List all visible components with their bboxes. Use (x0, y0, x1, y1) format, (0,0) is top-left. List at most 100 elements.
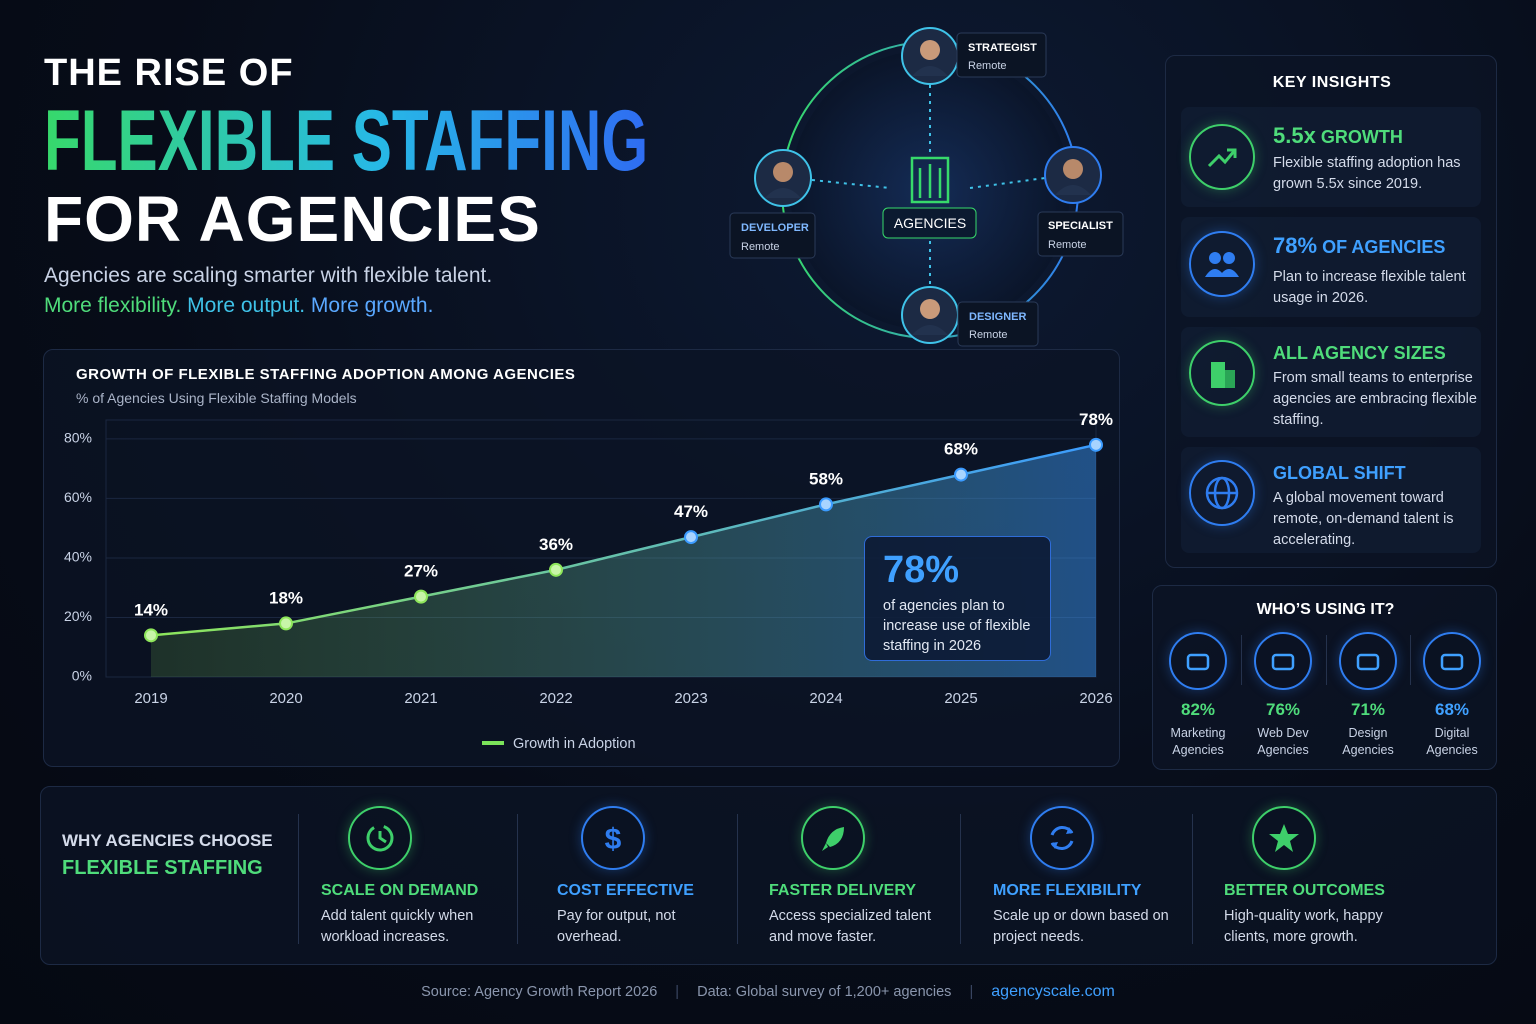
reason-title: MORE FLEXIBILITY (993, 882, 1142, 899)
separator (737, 814, 738, 944)
node-role: SPECIALIST (1048, 220, 1113, 232)
x-tick-label: 2023 (674, 690, 707, 707)
usage-percent: 82% (1180, 700, 1216, 719)
data-label: 27% (404, 562, 438, 581)
node-location: Remote (969, 329, 1008, 341)
reason-icon (348, 806, 412, 870)
data-label: 36% (539, 535, 573, 554)
x-tick-label: 2020 (269, 690, 302, 707)
separator (1325, 635, 1327, 685)
insight-text: From small teams to enterprise agencies … (1273, 370, 1477, 428)
reasons-title: WHY AGENCIES CHOOSE (62, 831, 273, 850)
insight-headline: OF AGENCIES (1322, 237, 1446, 257)
subtitle: Agencies are scaling smarter with flexib… (44, 264, 493, 287)
tagline: More growth. (310, 294, 434, 317)
reason-title: BETTER OUTCOMES (1224, 882, 1385, 899)
avatars (754, 27, 1102, 344)
reason-icon (801, 806, 865, 870)
footer-data: Data: Global survey of 1,200+ agencies (697, 984, 952, 1000)
point (549, 562, 563, 577)
tagline: More flexibility. (44, 294, 182, 317)
annotation-box: 78% of agencies plan to increase use of … (864, 536, 1051, 661)
insight-card: ALL AGENCY SIZES From small teams to ent… (1181, 327, 1481, 437)
usage-percent: 68% (1434, 700, 1470, 719)
data-label: 18% (269, 588, 303, 607)
icon (1189, 124, 1255, 190)
insights-title: KEY INSIGHTS (1272, 74, 1392, 91)
node-location: Remote (1048, 239, 1087, 251)
usage-icon (1339, 632, 1397, 690)
title-line-3: FOR AGENCIES (44, 183, 541, 255)
insight-text: Plan to increase flexible talent usage i… (1273, 269, 1466, 306)
x-tick-label: 2019 (134, 690, 167, 707)
y-tick-label: 0% (72, 668, 92, 684)
title-line-2: FLEXIBLE STAFFING (44, 93, 649, 189)
separator (1192, 814, 1193, 944)
insight-highlight: 5.5x (1273, 123, 1316, 148)
footer-link[interactable]: agencyscale.com (991, 983, 1115, 1000)
point (1089, 437, 1103, 452)
data-label: 68% (944, 440, 978, 459)
taglines: More flexibility. More output. More grow… (44, 294, 433, 318)
usage-label: Web Dev Agencies (1257, 726, 1309, 757)
tagline: More output. (187, 294, 306, 317)
reasons-title: FLEXIBLE STAFFING (62, 857, 263, 879)
data-label: 14% (134, 600, 168, 619)
node-role: DESIGNER (969, 311, 1027, 323)
insight-highlight: ALL AGENCY SIZES (1273, 343, 1446, 363)
node-role: STRATEGIST (968, 42, 1037, 54)
footer-source: Source: Agency Growth Report 2026 (421, 984, 658, 1000)
point (954, 467, 968, 482)
reason-icon (1252, 806, 1316, 870)
node-location: Remote (741, 241, 780, 253)
reason-text: High-quality work, happy clients, more g… (1224, 908, 1383, 945)
reason-icon: $ (581, 806, 645, 870)
usage-label: Digital Agencies (1426, 726, 1478, 757)
reason-title: COST EFFECTIVE (557, 882, 694, 899)
icon (1189, 460, 1255, 526)
separator (1410, 635, 1411, 685)
chart-panel: GROWTH OF FLEXIBLE STAFFING ADOPTION AMO… (43, 349, 1120, 767)
icon (1189, 231, 1255, 297)
insight-card: 78% OF AGENCIES Plan to increase flexibl… (1181, 217, 1481, 317)
separator (1240, 635, 1242, 685)
usage-percent: 71% (1350, 700, 1386, 719)
separator (298, 814, 299, 944)
reason-title: FASTER DELIVERY (769, 882, 916, 899)
reasons-panel (40, 786, 1497, 965)
area (151, 444, 1096, 677)
insight-headline: GROWTH (1320, 127, 1403, 147)
x-tick-label: 2024 (809, 690, 842, 707)
reason-icon (1030, 806, 1094, 870)
usage-label: Design Agencies (1342, 726, 1394, 757)
separator (960, 814, 961, 944)
insight-card: GLOBAL SHIFT A global movement toward re… (1181, 447, 1481, 553)
chart-subtitle: % of Agencies Using Flexible Staffing Mo… (76, 390, 357, 406)
usage-icon (1169, 632, 1227, 690)
insight-highlight: 78% (1273, 233, 1318, 258)
legend-label: Growth in Adoption (513, 736, 636, 752)
separator (517, 814, 518, 944)
annotation-text: of agencies plan to increase use of flex… (883, 598, 1031, 654)
point (684, 530, 698, 545)
point (819, 497, 833, 512)
insight-text: Flexible staffing adoption has grown 5.5… (1273, 155, 1461, 192)
title-line-1: THE RISE OF (44, 52, 294, 94)
point (144, 628, 158, 643)
y-tick-label: 60% (64, 489, 92, 505)
data-label: 47% (674, 502, 708, 521)
insight-highlight: GLOBAL SHIFT (1273, 463, 1406, 483)
insight-text: A global movement toward remote, on-dema… (1273, 490, 1454, 548)
node-location: Remote (968, 60, 1007, 72)
y-tick-label: 40% (64, 549, 92, 565)
footer: Source: Agency Growth Report 2026 | Data… (421, 983, 1115, 1000)
chart-title: GROWTH OF FLEXIBLE STAFFING ADOPTION AMO… (76, 366, 575, 383)
hub-diagram: AGENCIES STRATEGIST Remote DEVELOPER Rem… (729, 27, 1124, 347)
reason-title: SCALE ON DEMAND (321, 882, 479, 899)
reason-text: Scale up or down based on project needs. (993, 908, 1169, 945)
reason-text: Pay for output, not overhead. (557, 908, 676, 945)
y-tick-label: 80% (64, 430, 92, 446)
data-label: 78% (1079, 410, 1113, 429)
usage-icon (1254, 632, 1312, 690)
